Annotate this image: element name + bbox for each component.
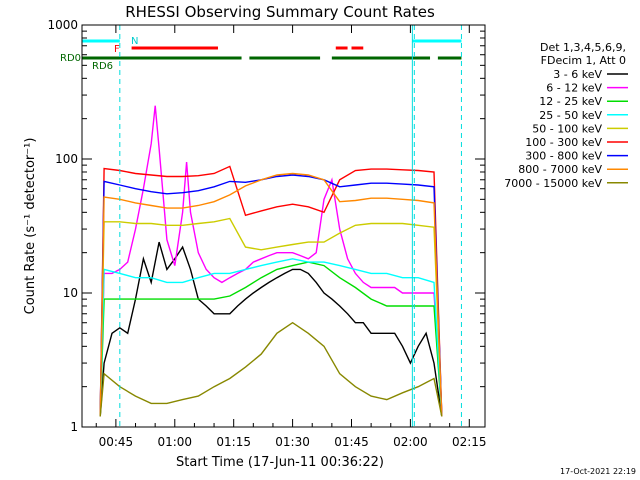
legend-label-2: 12 - 25 keV bbox=[539, 95, 602, 108]
legend-label-8: 7000 - 15000 keV bbox=[504, 177, 602, 190]
x-axis-ticks: 00:45 01:00 01:15 01:30 01:45 02:00 02:15 bbox=[95, 25, 487, 449]
legend-title-line-1: Det 1,3,4,5,6,9, bbox=[540, 41, 626, 54]
y-tick-label-2: 100 bbox=[55, 152, 78, 166]
x-tick-label-6: 02:15 bbox=[452, 435, 487, 449]
series-line-5 bbox=[99, 165, 443, 417]
x-tick-label-2: 01:15 bbox=[216, 435, 251, 449]
legend-label-1: 6 - 12 keV bbox=[546, 82, 602, 95]
series-line-8 bbox=[99, 321, 443, 417]
series-line-6 bbox=[99, 174, 443, 417]
series-line-1 bbox=[99, 105, 443, 417]
x-tick-label-5: 02:00 bbox=[393, 435, 428, 449]
x-tick-label-1: 01:00 bbox=[157, 435, 192, 449]
series-line-0 bbox=[99, 241, 443, 417]
plot-frame bbox=[81, 24, 486, 428]
orbit-markers bbox=[119, 25, 462, 427]
series-line-4 bbox=[99, 217, 443, 417]
legend-label-3: 25 - 50 keV bbox=[539, 109, 602, 122]
legend-label-0: 3 - 6 keV bbox=[553, 68, 602, 81]
flag-label-f: F bbox=[114, 44, 120, 55]
series-line-7 bbox=[99, 172, 443, 417]
chart-title: RHESSI Observing Summary Count Rates bbox=[125, 3, 435, 21]
y-tick-label-0: 1 bbox=[70, 420, 78, 434]
legend-label-7: 800 - 7000 keV bbox=[518, 163, 602, 176]
legend-label-6: 300 - 800 keV bbox=[525, 150, 602, 163]
y-tick-label-3: 1000 bbox=[47, 18, 78, 32]
x-tick-label-3: 01:30 bbox=[275, 435, 310, 449]
legend-title-line-2: FDecim 1, Att 0 bbox=[541, 54, 626, 67]
x-tick-label-0: 00:45 bbox=[99, 435, 134, 449]
series-line-3 bbox=[99, 258, 443, 417]
flag-label-n: N bbox=[131, 36, 138, 47]
series-line-2 bbox=[99, 261, 443, 417]
y-axis-ticks: 1 10 100 1000 bbox=[47, 18, 485, 434]
x-tick-label-4: 01:45 bbox=[334, 435, 369, 449]
flag-bars bbox=[82, 39, 462, 60]
x-axis-label: Start Time (17-Jun-11 00:36:22) bbox=[176, 455, 384, 470]
flag-label-rd0: RD0 bbox=[60, 53, 81, 64]
y-axis-label: Count Rate (s⁻¹ detector⁻¹) bbox=[23, 138, 38, 315]
legend-label-4: 50 - 100 keV bbox=[532, 122, 602, 135]
flag-label-rd6: RD6 bbox=[92, 61, 113, 72]
y-tick-label-1: 10 bbox=[63, 286, 78, 300]
series-lines bbox=[99, 105, 443, 417]
footer-timestamp: 17-Oct-2021 22:19 bbox=[560, 467, 636, 476]
legend-label-5: 100 - 300 keV bbox=[525, 136, 602, 149]
